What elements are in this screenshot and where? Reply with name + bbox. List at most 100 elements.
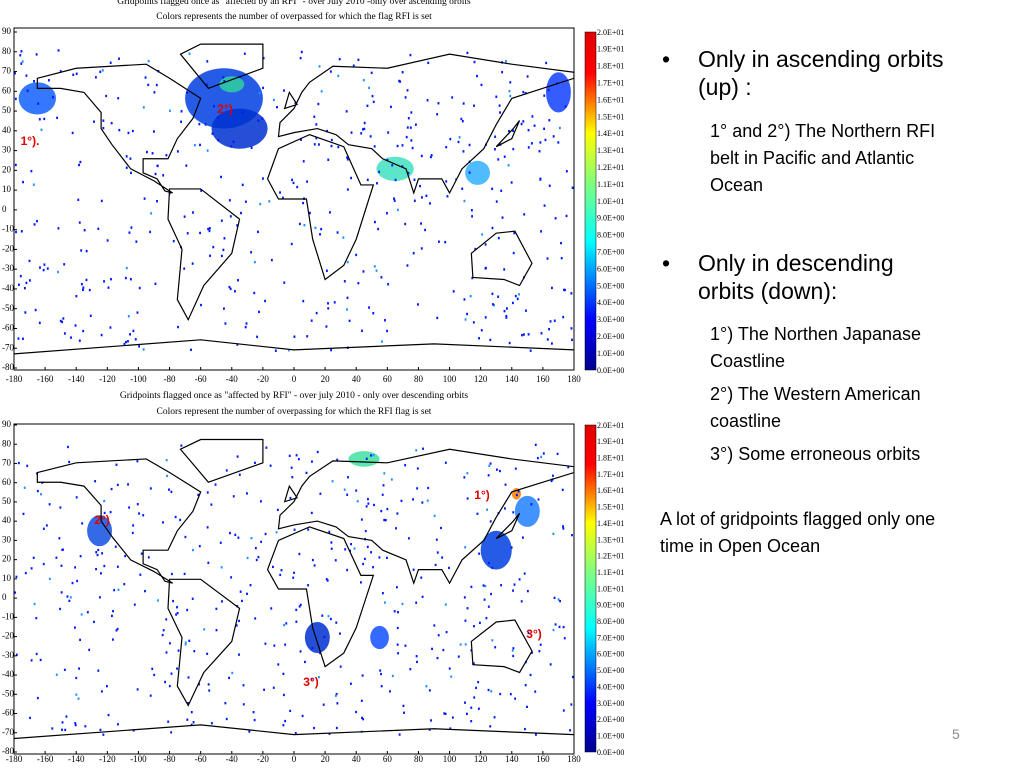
rfi-point [94, 76, 97, 79]
rfi-point [380, 509, 383, 513]
rfi-point [531, 115, 534, 118]
rfi-point [534, 690, 537, 693]
rfi-point [444, 240, 447, 244]
rfi-point [522, 120, 525, 123]
rfi-point [380, 672, 382, 676]
rfi-point [319, 651, 321, 655]
colorbar-label: 1.1E+01 [597, 180, 624, 189]
rfi-point [150, 212, 153, 215]
rfi-point [75, 676, 78, 680]
map-annotation: 3°) [303, 675, 318, 689]
rfi-point [542, 452, 545, 455]
rfi-point [548, 119, 551, 122]
rfi-point [230, 145, 233, 148]
rfi-point [378, 556, 381, 559]
rfi-point [176, 667, 179, 670]
rfi-point [235, 624, 238, 627]
rfi-point [380, 276, 383, 279]
rfi-point [73, 626, 76, 629]
rfi-point [17, 337, 20, 340]
rfi-point [101, 69, 104, 72]
rfi-point [254, 617, 257, 620]
rfi-point [306, 335, 309, 338]
rfi-point [47, 79, 50, 82]
rfi-point [494, 646, 497, 649]
rfi-point [316, 450, 319, 454]
rfi-point [165, 618, 168, 621]
rfi-point [77, 198, 80, 202]
rfi-point [39, 266, 41, 269]
lat-tick-label: 50 [2, 496, 12, 506]
rfi-point [167, 720, 170, 723]
lat-tick-label: -30 [2, 650, 14, 660]
rfi-point [485, 616, 488, 620]
rfi-point [495, 468, 498, 471]
rfi-point [526, 75, 529, 78]
rfi-point [256, 335, 259, 339]
rfi-region [376, 156, 414, 181]
rfi-point [36, 696, 39, 700]
colorbar-label: 1.9E+01 [597, 45, 624, 54]
rfi-point [258, 310, 260, 314]
rfi-point [136, 503, 139, 506]
rfi-point [191, 262, 194, 265]
rfi-point [64, 728, 67, 732]
rfi-point [287, 348, 290, 352]
rfi-point [284, 643, 287, 646]
rfi-point [405, 135, 408, 139]
rfi-point [294, 731, 297, 735]
rfi-point [283, 281, 286, 284]
rfi-point [241, 599, 243, 603]
colorbar-label: 1.3E+01 [597, 535, 624, 544]
rfi-point [88, 288, 91, 292]
rfi-point [389, 690, 391, 693]
rfi-point [319, 233, 321, 236]
rfi-point [102, 733, 105, 736]
rfi-point [149, 487, 152, 490]
rfi-point [153, 673, 156, 677]
rfi-point [498, 104, 501, 107]
rfi-point [78, 667, 81, 670]
rfi-point [272, 565, 274, 569]
rfi-point [292, 181, 295, 185]
rfi-point [275, 531, 278, 534]
rfi-point [508, 341, 511, 345]
rfi-point [553, 319, 556, 322]
lat-tick-label: 0 [2, 204, 7, 214]
rfi-point [190, 348, 192, 352]
rfi-point [172, 239, 175, 243]
lon-tick-label: -160 [37, 754, 54, 764]
rfi-point [394, 178, 397, 182]
rfi-point [138, 345, 141, 348]
rfi-point [461, 187, 464, 190]
rfi-point [132, 524, 135, 527]
rfi-point [420, 576, 423, 579]
rfi-point [199, 143, 201, 147]
rfi-point [384, 518, 387, 522]
rfi-point [503, 309, 506, 313]
rfi-point [237, 279, 239, 282]
rfi-point [177, 325, 179, 329]
rfi-point [210, 722, 213, 725]
rfi-point [183, 267, 186, 270]
rfi-point [153, 91, 156, 94]
rfi-point [206, 491, 209, 494]
rfi-point [32, 556, 35, 559]
rfi-point [30, 659, 33, 662]
rfi-point [113, 588, 116, 592]
rfi-point [63, 263, 66, 266]
rfi-point [220, 219, 223, 222]
rfi-point [498, 469, 501, 473]
rfi-point [70, 336, 72, 339]
rfi-point [445, 180, 448, 183]
rfi-point [360, 518, 363, 521]
rfi-point [510, 546, 513, 549]
rfi-point [14, 97, 17, 101]
rfi-point [162, 521, 164, 524]
map-annotation: 2°) [217, 102, 232, 116]
lon-tick-label: -160 [37, 374, 54, 384]
rfi-point [429, 202, 431, 205]
rfi-point [567, 466, 570, 469]
rfi-point [152, 130, 155, 133]
lon-tick-label: 40 [352, 374, 362, 384]
